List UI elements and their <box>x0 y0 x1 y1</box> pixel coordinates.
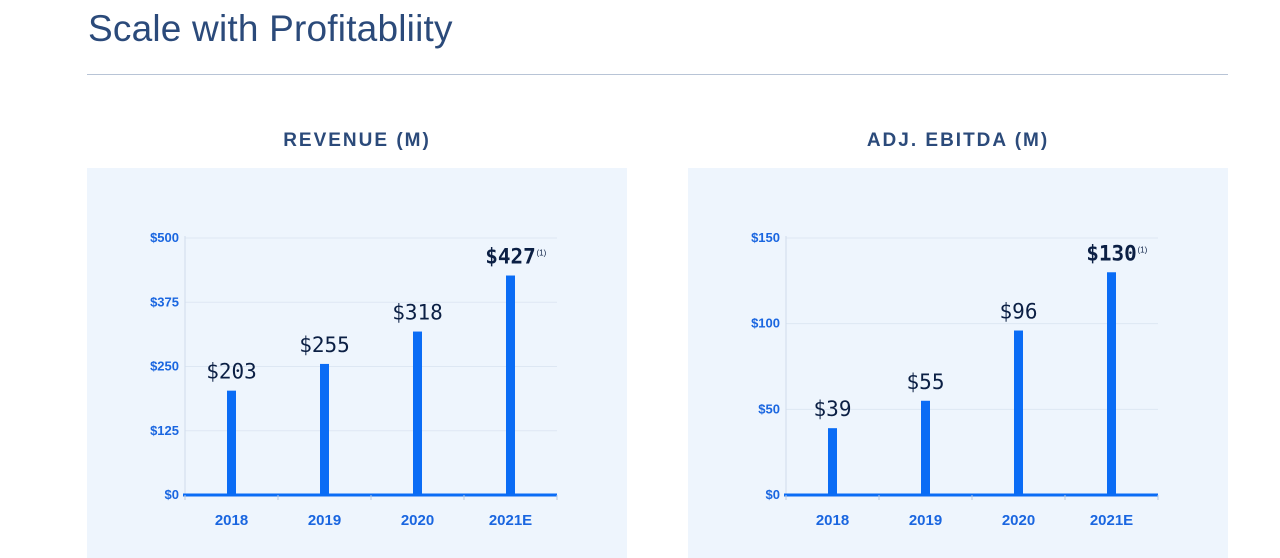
revenue-chart-title: REVENUE (M) <box>283 130 431 151</box>
footnote-marker: (1) <box>1138 245 1148 254</box>
data-label: $55 <box>907 370 945 394</box>
x-tick-label: 2018 <box>816 512 849 529</box>
y-tick-label: $500 <box>150 230 179 245</box>
data-label: $427 <box>485 245 536 269</box>
y-tick-label: $50 <box>758 401 780 416</box>
bar-2021E <box>506 275 515 495</box>
bar-2021E <box>1107 272 1116 495</box>
x-tick-label: 2018 <box>215 512 248 529</box>
footnote-marker: (1) <box>537 249 547 258</box>
data-label: $255 <box>299 333 350 357</box>
revenue-chart-panel: $0 $125 $250 $375 $500 $203 2018 $255 2019 $318 20… <box>87 168 627 558</box>
bar-2018 <box>227 390 236 495</box>
x-tick-label: 2021E <box>489 512 532 529</box>
x-tick-label: 2020 <box>401 512 434 529</box>
ebitda-chart-title: ADJ. EBITDA (M) <box>866 130 1050 151</box>
y-tick-label: $375 <box>150 294 179 309</box>
x-tick-label: 2019 <box>308 512 341 529</box>
ebitda-chart-panel: $0 $50 $100 $150 $39 2018 $55 2019 $96 2020 $130 (1… <box>688 168 1228 558</box>
revenue-bar-chart: $0 $125 $250 $375 $500 $203 2018 $255 2019 $318 20… <box>150 230 558 529</box>
x-tick-label: 2019 <box>909 512 942 529</box>
data-label: $203 <box>206 360 257 384</box>
page-title: Scale with Profitabliity <box>88 8 453 49</box>
y-tick-label: $0 <box>766 487 780 502</box>
data-label: $96 <box>1000 300 1038 324</box>
y-tick-label: $150 <box>751 230 780 245</box>
data-label: $130 <box>1086 241 1137 265</box>
x-tick-label: 2020 <box>1002 512 1035 529</box>
bar-2020 <box>1014 330 1023 495</box>
y-tick-label: $100 <box>751 316 780 331</box>
bar-2020 <box>413 331 422 495</box>
ebitda-bar-chart: $0 $50 $100 $150 $39 2018 $55 2019 $96 2020 $130 (1… <box>751 230 1159 529</box>
y-tick-label: $250 <box>150 359 179 374</box>
x-tick-label: 2021E <box>1090 512 1133 529</box>
bar-2019 <box>921 400 930 495</box>
data-label: $39 <box>814 397 852 421</box>
title-divider <box>87 74 1228 75</box>
bar-2019 <box>320 363 329 495</box>
y-tick-label: $0 <box>165 487 179 502</box>
y-tick-label: $125 <box>150 423 179 438</box>
bar-2018 <box>828 428 837 495</box>
data-label: $318 <box>392 301 443 325</box>
